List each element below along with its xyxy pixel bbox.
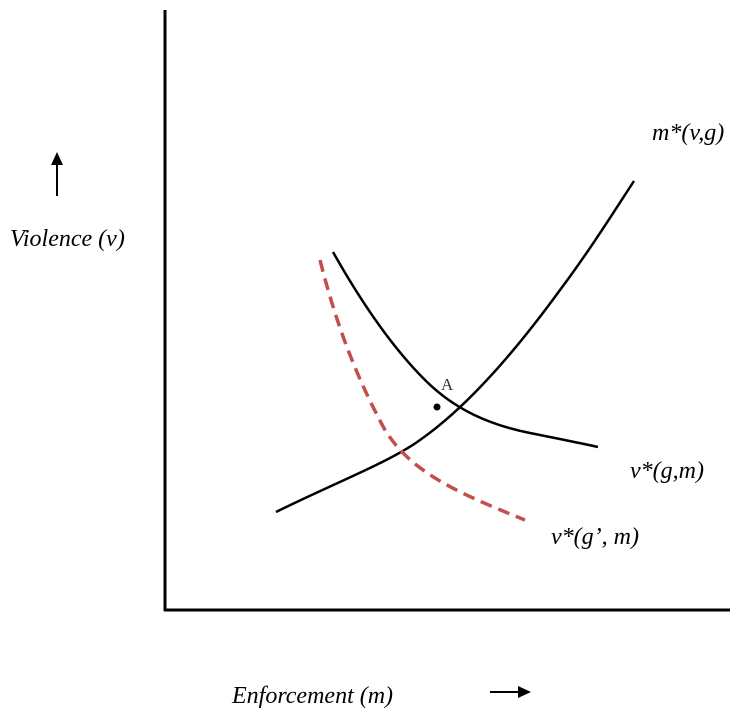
point-a xyxy=(433,403,441,411)
x-axis-label: Enforcement (m) xyxy=(231,683,393,709)
y-axis-label: Violence (v) xyxy=(10,226,125,252)
right-arrow-head xyxy=(518,686,531,698)
curve-label: v*(g,m) xyxy=(630,458,704,484)
curve-m-star xyxy=(275,180,636,514)
curve-v-star xyxy=(331,251,599,449)
curve-label: v*(g’, m) xyxy=(551,524,639,550)
point-label: A xyxy=(441,375,454,394)
curve-label: m*(v,g) xyxy=(652,120,724,146)
curve-v-star-shifted xyxy=(318,259,526,522)
up-arrow-head xyxy=(51,152,63,165)
